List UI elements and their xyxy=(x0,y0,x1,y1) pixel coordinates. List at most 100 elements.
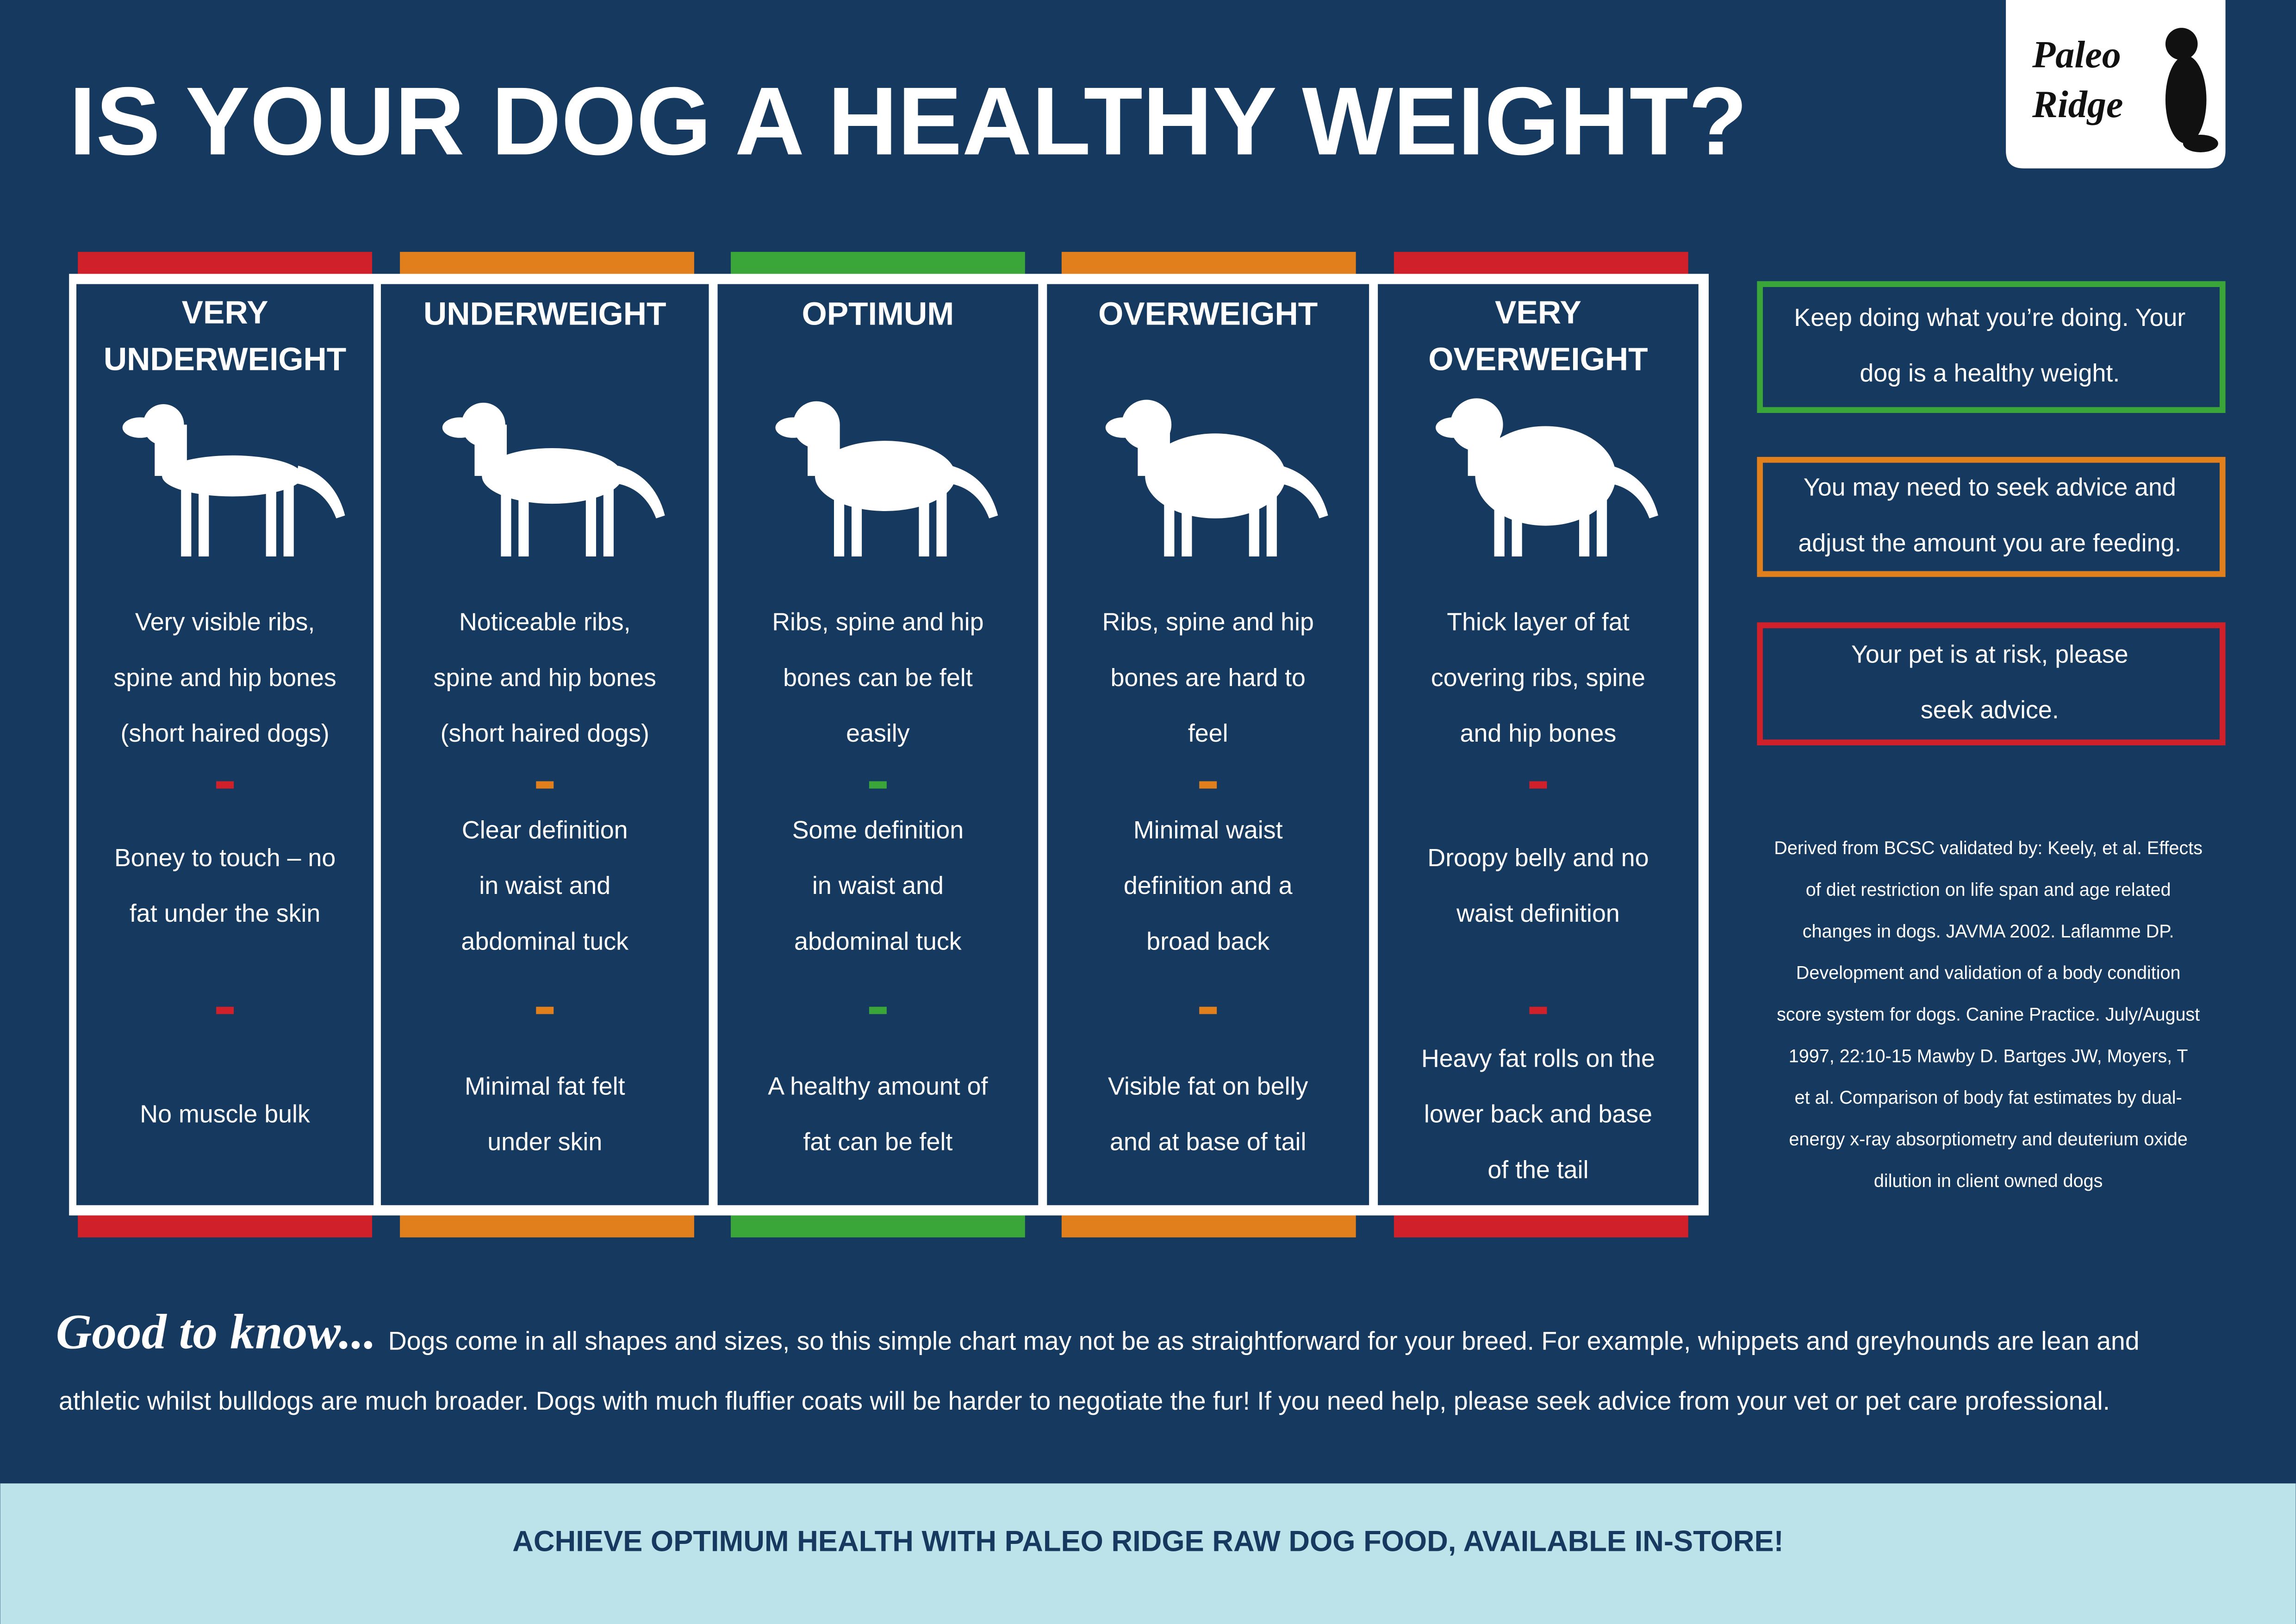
description: bones can be felt xyxy=(783,664,973,692)
description: in waist and xyxy=(479,872,610,899)
dog-leg xyxy=(1512,476,1522,557)
description: Clear definition xyxy=(462,816,628,844)
separator-dash xyxy=(1529,1006,1547,1014)
good-to-know-text: Dogs come in all shapes and sizes, so th… xyxy=(388,1326,2140,1355)
description: Thick layer of fat xyxy=(1447,608,1629,636)
column-panel xyxy=(717,284,1039,1206)
dog-leg xyxy=(181,476,192,557)
dog-neck xyxy=(474,425,507,476)
color-bar xyxy=(730,252,1025,274)
dog-leg xyxy=(1164,476,1175,557)
citation: changes in dogs. JAVMA 2002. Laflamme DP… xyxy=(1803,921,2174,942)
column-heading: OPTIMUM xyxy=(802,296,954,332)
description: in waist and xyxy=(812,872,944,899)
dog-leg xyxy=(1249,476,1259,557)
column-heading: UNDERWEIGHT xyxy=(104,341,346,377)
separator-dash xyxy=(1199,781,1217,789)
logo-text: Paleo xyxy=(2032,33,2121,75)
dog-snout xyxy=(775,417,811,438)
description: fat under the skin xyxy=(130,899,320,927)
description: Visible fat on belly xyxy=(1108,1072,1308,1100)
logo-dog xyxy=(2165,28,2218,152)
column-heading: VERY xyxy=(1495,294,1581,330)
description: Ribs, spine and hip xyxy=(1102,608,1314,636)
description: Minimal waist xyxy=(1133,816,1283,844)
dog-icon xyxy=(775,401,998,557)
dog-icon xyxy=(442,402,665,557)
dog-tail xyxy=(615,465,665,518)
description: feel xyxy=(1188,719,1228,747)
description: of the tail xyxy=(1487,1156,1588,1184)
description: Some definition xyxy=(792,816,964,844)
dog-leg xyxy=(518,476,529,557)
legend-text: You may need to seek advice and xyxy=(1804,474,2176,501)
dog-leg xyxy=(1579,476,1590,557)
column-heading: VERY xyxy=(182,294,268,330)
legend-text: adjust the amount you are feeding. xyxy=(1798,529,2181,557)
dog-neck xyxy=(808,425,840,476)
separator-dash xyxy=(1199,1006,1217,1014)
color-bar xyxy=(400,1215,694,1237)
dog-leg xyxy=(936,476,947,557)
dog-leg xyxy=(603,476,614,557)
dog-leg xyxy=(1494,476,1505,557)
column-heading: OVERWEIGHT xyxy=(1428,341,1648,377)
description: definition and a xyxy=(1124,872,1293,899)
legend-box xyxy=(1757,456,2226,577)
description: Droopy belly and no xyxy=(1427,844,1649,872)
separator-dash xyxy=(536,781,554,789)
dog-icon xyxy=(122,404,345,557)
color-bar xyxy=(730,1215,1025,1237)
color-bar xyxy=(1394,252,1688,274)
dog-leg xyxy=(266,476,276,557)
legend-text: seek advice. xyxy=(1921,696,2059,724)
column-heading: UNDERWEIGHT xyxy=(423,296,666,332)
description: No muscle bulk xyxy=(140,1100,310,1128)
description: Heavy fat rolls on the xyxy=(1421,1044,1655,1072)
column-heading: OVERWEIGHT xyxy=(1098,296,1318,332)
dog-tail xyxy=(1608,465,1658,518)
column-panel xyxy=(380,284,709,1206)
legend-text: Keep doing what you’re doing. Your xyxy=(1794,304,2185,331)
description: under skin xyxy=(487,1128,602,1156)
citation: of diet restriction on life span and age… xyxy=(1806,880,2171,900)
description: bones are hard to xyxy=(1110,664,1305,692)
color-bar xyxy=(400,252,694,274)
color-bar xyxy=(78,252,372,274)
description: (short haired dogs) xyxy=(120,719,329,747)
dog-leg xyxy=(1182,476,1192,557)
description: lower back and base xyxy=(1424,1100,1652,1128)
description: easily xyxy=(846,719,910,747)
citation: dilution in client owned dogs xyxy=(1874,1171,2103,1191)
separator-dash xyxy=(869,1006,887,1014)
description: spine and hip bones xyxy=(113,664,336,692)
dog-leg xyxy=(851,476,862,557)
footer-band xyxy=(0,1483,2296,1624)
separator-dash xyxy=(216,1006,234,1014)
legend-box xyxy=(1757,622,2226,746)
citation: Derived from BCSC validated by: Keely, e… xyxy=(1774,838,2203,858)
description: spine and hip bones xyxy=(434,664,656,692)
dog-tail xyxy=(948,465,998,518)
separator-dash xyxy=(869,781,887,789)
dog-snout xyxy=(1436,417,1471,438)
color-bar xyxy=(1394,1215,1688,1237)
dog-icon xyxy=(1436,398,1658,557)
title: IS YOUR DOG A HEALTHY WEIGHT? xyxy=(69,68,1748,175)
dog-snout xyxy=(442,417,478,438)
dog-leg xyxy=(919,476,929,557)
dog-neck xyxy=(155,425,187,476)
separator-dash xyxy=(536,1006,554,1014)
color-bar xyxy=(1061,1215,1356,1237)
dog-snout xyxy=(1105,417,1141,438)
description: Ribs, spine and hip xyxy=(772,608,983,636)
description: covering ribs, spine xyxy=(1431,664,1645,692)
dog-leg xyxy=(585,476,596,557)
description: (short haired dogs) xyxy=(441,719,649,747)
dog-leg xyxy=(283,476,294,557)
legend-text: dog is a healthy weight. xyxy=(1860,359,2120,387)
description: A healthy amount of xyxy=(768,1072,988,1100)
dog-leg xyxy=(199,476,209,557)
dog-neck xyxy=(1138,425,1170,476)
